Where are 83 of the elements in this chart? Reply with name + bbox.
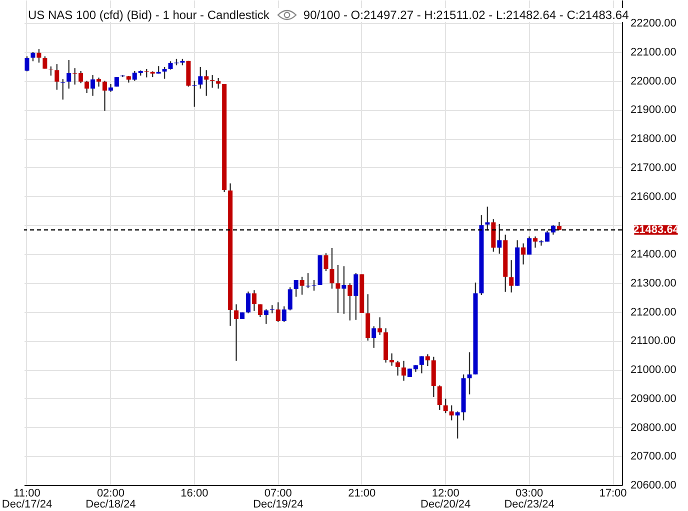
candlestick	[270, 304, 274, 314]
candlestick	[120, 74, 125, 78]
candlestick	[550, 224, 556, 236]
x-tick-label: 03:00 Dec/23/24	[504, 488, 554, 510]
candlestick	[102, 80, 107, 112]
candlestick	[437, 384, 442, 411]
y-tick-label: 20700.00	[630, 450, 676, 463]
candlestick	[449, 404, 454, 421]
candlestick	[258, 304, 262, 318]
y-tick-label: 20800.00	[630, 422, 676, 434]
text: US NAS 100 (cfd) (Bid) - 1 hour - Candlestick	[28, 8, 270, 22]
y-tick-label: 21600.00	[630, 190, 676, 203]
candlestick	[467, 352, 472, 395]
candlestick	[216, 77, 221, 90]
candlestick	[84, 80, 90, 94]
candlestick	[198, 66, 203, 90]
candlestick	[336, 264, 340, 314]
candlestick	[204, 70, 209, 96]
candlestick	[294, 279, 298, 298]
candlestick	[96, 77, 101, 88]
y-tick-label: 21200.00	[630, 306, 676, 318]
candlestick	[390, 352, 394, 366]
y-tick-label: 20600.00	[630, 480, 676, 492]
candlestick	[372, 326, 376, 348]
x-tick-label: 02:00 Dec/18/24	[86, 488, 136, 510]
y-tick-label: 21800.00	[630, 133, 676, 146]
candlestick	[521, 242, 526, 266]
text: 90/100 - O:21497.27 - H:21511.02 - L:21482.64 - C:21483.64	[303, 8, 629, 22]
candlestick	[324, 252, 328, 272]
candlestick	[425, 354, 430, 367]
y-tick-label: 21700.00	[630, 162, 676, 174]
candlestick	[497, 223, 502, 254]
candlestick	[276, 302, 280, 322]
candlestick	[132, 70, 137, 82]
candlestick	[306, 272, 310, 289]
y-tick-label: 21900.00	[630, 104, 676, 116]
candlestick	[378, 316, 382, 336]
candlestick	[527, 236, 532, 256]
x-tick-label: 21:00	[348, 488, 376, 500]
candlestick	[252, 290, 256, 312]
candlestick	[264, 308, 268, 325]
y-tick-label: 21400.00	[630, 248, 676, 261]
candlestick	[36, 48, 42, 64]
x-tick-label: 12:00 Dec/20/24	[420, 488, 471, 510]
y-tick-label: 21300.00	[630, 277, 676, 290]
candlestick	[192, 80, 197, 108]
x-tick-label: 07:00 Dec/19/24	[253, 488, 304, 510]
candlestick	[312, 279, 316, 292]
y-tick-label: 22200.00	[630, 18, 676, 30]
candlestick	[443, 398, 448, 414]
candlestick	[54, 63, 60, 90]
x-tick-label: 11:00 Dec/17/24	[2, 488, 52, 510]
y-tick-label: 21100.00	[630, 335, 676, 348]
candlestick	[234, 304, 239, 362]
ref-line-label: 21483.64	[633, 224, 680, 236]
candlestick	[342, 266, 346, 314]
candlestick	[300, 276, 304, 296]
candlestick	[162, 66, 167, 80]
candlestick	[90, 74, 96, 96]
candlestick	[354, 272, 358, 320]
candlestick	[533, 236, 538, 248]
y-tick-label: 22000.00	[630, 75, 676, 88]
y-tick-label: 22100.00	[630, 46, 676, 58]
candlestick	[330, 247, 334, 290]
candlestick	[30, 51, 36, 62]
candlestick	[42, 56, 48, 70]
candlestick	[288, 286, 292, 311]
y-tick-label: 21000.00	[630, 364, 676, 376]
candlestick	[60, 78, 66, 100]
candlestick	[419, 356, 424, 374]
x-tick-label: 17:00	[599, 488, 627, 500]
candlestick	[348, 282, 352, 322]
y-tick-label: 20900.00	[630, 392, 676, 405]
candlestick	[66, 59, 72, 90]
candlestick	[396, 360, 400, 376]
candlestick	[282, 306, 286, 322]
candlestick	[246, 290, 250, 314]
x-tick-label: 16:00	[180, 488, 208, 500]
candlestick	[210, 74, 215, 88]
candlestick	[455, 410, 460, 440]
candlestick	[24, 56, 30, 72]
candlestick	[509, 260, 514, 294]
candlestick	[401, 360, 406, 382]
